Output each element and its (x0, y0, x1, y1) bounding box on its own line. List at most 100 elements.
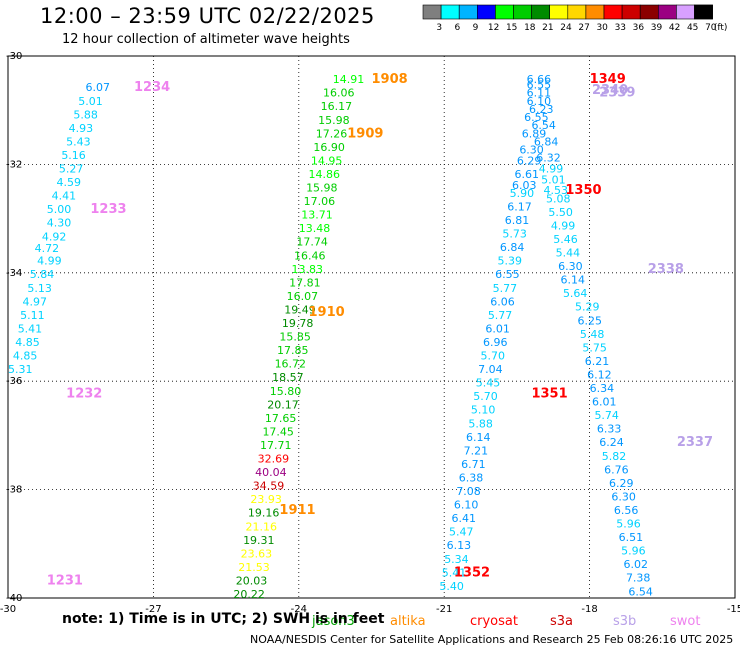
colorbar-label: 42 (669, 23, 680, 33)
swh-point: 6.30 (558, 260, 583, 273)
swh-point: 17.26 (316, 127, 348, 140)
x-tick-label: -27 (145, 604, 161, 615)
swh-point: 16.90 (313, 141, 345, 154)
swh-point: 5.90 (510, 187, 535, 200)
legend-jason3: jason3 (311, 614, 355, 629)
swh-point: 5.77 (488, 309, 513, 322)
pass-number-label: 1910 (308, 305, 344, 320)
colorbar-swatch (694, 4, 713, 20)
swh-point: 6.54 (628, 585, 653, 598)
swh-point: 16.17 (321, 100, 353, 113)
pass-number-label: 1232 (66, 386, 102, 401)
swh-point: 4.59 (56, 176, 81, 189)
pass-number-label: 1911 (279, 503, 315, 518)
swh-point: 6.84 (500, 241, 524, 254)
swh-point: 6.01 (592, 396, 617, 409)
colorbar-label: 12 (488, 23, 499, 33)
swh-point: 21.16 (245, 520, 277, 533)
swh-point: 5.27 (59, 163, 84, 176)
colorbar-label: 39 (651, 23, 663, 33)
swh-point: 5.39 (498, 255, 522, 268)
y-tick-label: -34 (6, 268, 22, 279)
swh-point: 5.11 (20, 309, 45, 322)
swh-point: 16.46 (294, 249, 326, 262)
swh-point: 5.64 (563, 287, 588, 300)
x-tick-label: -24 (291, 604, 307, 615)
swh-point: 13.71 (301, 209, 333, 222)
swh-point: 6.51 (619, 531, 644, 544)
colorbar-label: 15 (506, 23, 517, 33)
swh-point: 5.47 (449, 526, 474, 539)
colorbar-swatch (603, 4, 623, 20)
swh-point: 5.75 (582, 341, 607, 354)
swh-point: 5.41 (442, 566, 467, 579)
swh-point: 6.06 (490, 295, 515, 308)
pass-number-label: 1231 (47, 573, 83, 588)
swh-point: 5.96 (621, 545, 646, 558)
swh-point: 5.00 (47, 203, 71, 216)
colorbar-label: 21 (542, 23, 553, 33)
swh-point: 7.21 (464, 444, 489, 457)
swh-point: 6.76 (604, 463, 629, 476)
swh-point: 6.84 (534, 135, 559, 148)
colorbar-swatch (621, 4, 641, 20)
swh-point: 5.48 (580, 328, 605, 341)
pass-number-label: 1909 (347, 126, 383, 141)
y-tick-label: -36 (6, 376, 22, 387)
swh-point: 4.97 (23, 295, 48, 308)
colorbar-label: 6 (455, 23, 461, 33)
swh-point: 17.71 (260, 439, 292, 452)
colorbar-swatch (639, 4, 659, 20)
swh-point: 5.46 (553, 233, 578, 246)
swh-point: 4.53 (544, 184, 569, 197)
swh-point: 4.92 (42, 230, 67, 243)
swh-point: 6.10 (454, 499, 479, 512)
x-tick-label: -30 (0, 604, 16, 615)
swh-point: 4.99 (539, 163, 564, 176)
swh-point: 19.31 (243, 534, 275, 547)
swh-point: 5.88 (73, 108, 98, 121)
swh-point: 4.30 (47, 217, 71, 230)
swh-point: 15.85 (279, 331, 311, 344)
swh-point: 13.83 (292, 263, 324, 276)
colorbar-swatch (657, 4, 677, 20)
pass-number-label: 2338 (648, 262, 684, 277)
swh-point: 6.38 (459, 471, 484, 484)
pass-number-label: 1908 (372, 72, 408, 87)
swh-point: 6.14 (561, 274, 586, 287)
swh-point: 6.12 (587, 368, 612, 381)
swh-point: 6.02 (624, 558, 649, 571)
swh-point: 7.38 (626, 572, 651, 585)
colorbar-label: 24 (560, 23, 572, 33)
swh-point: 4.99 (37, 255, 62, 268)
swh-point: 5.84 (30, 268, 54, 281)
swh-point: 5.01 (541, 173, 566, 186)
y-tick-label: -40 (6, 593, 22, 604)
swh-point: 5.77 (493, 282, 517, 295)
swh-point: 5.01 (78, 95, 103, 108)
swh-point: 6.30 (611, 490, 636, 503)
swh-point: 6.55 (527, 79, 552, 92)
colorbar-swatch (676, 4, 695, 20)
colorbar-swatch (549, 4, 569, 20)
swh-point: 4.41 (52, 190, 76, 203)
colorbar-label: 18 (524, 23, 536, 33)
chart-subtitle: 12 hour collection of altimeter wave hei… (62, 32, 350, 47)
swh-point: 5.96 (616, 518, 641, 531)
swh-point: 7.08 (456, 485, 481, 498)
swh-point: 6.21 (585, 355, 610, 368)
pass-number-label: 2339 (599, 86, 635, 101)
swh-point: 16.06 (323, 87, 355, 100)
y-tick-label: -30 (6, 51, 22, 62)
colorbar-label: 9 (473, 23, 479, 33)
colorbar-swatch (495, 4, 514, 20)
swh-point: 14.86 (308, 168, 340, 181)
colorbar-swatch (585, 4, 605, 20)
swh-point: 6.34 (590, 382, 615, 395)
colorbar-swatch (458, 4, 478, 20)
swh-point: 6.01 (485, 322, 510, 335)
swh-point: 23.93 (250, 493, 281, 506)
swh-point: 19.78 (282, 317, 314, 330)
swh-point: 6.32 (536, 152, 561, 165)
swh-point: 6.17 (507, 200, 532, 213)
